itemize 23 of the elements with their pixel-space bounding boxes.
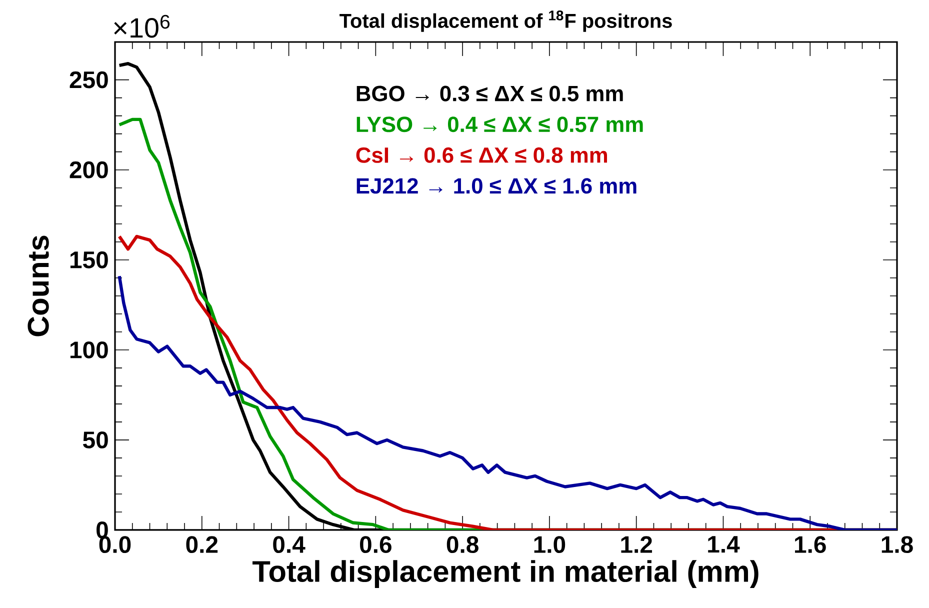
y-tick-label: 50 [83, 431, 108, 448]
x-tick-label: 1.2 [621, 536, 652, 553]
text: EJ212 → 1.0 ≤ ΔX ≤ 1.6 mm [356, 178, 636, 194]
text: ×10$^{6}$ [114, 14, 170, 38]
x-tick-label: 1.6 [795, 536, 826, 554]
text: CsI → 0.6 ≤ ΔX ≤ 0.8 mm [356, 147, 608, 163]
x-tick-label: 0.8 [446, 536, 478, 554]
text: LYSO → 0.4 ≤ ΔX ≤ 0.57 mm [356, 116, 643, 132]
x-tick-label: 1.0 [534, 536, 566, 554]
x-tick-label: 0.2 [186, 536, 218, 554]
x-tick-label: 1.4 [708, 536, 740, 553]
y-tick-label: 250 [70, 71, 108, 88]
y-tick-label: 150 [70, 251, 108, 268]
y-tick-label: 100 [70, 341, 108, 358]
y-axis-title: Counts [28, 236, 49, 336]
chart-title: Total displacement of $^{18}$F positrons [340, 10, 672, 32]
y-tick-label: 200 [70, 161, 108, 178]
x-tick-label: 0.6 [360, 536, 392, 554]
x-axis-title: Total displacement in material (mm) [252, 560, 758, 588]
x-tick-label: 0.0 [99, 536, 131, 554]
x-tick-label: 0.4 [273, 536, 306, 554]
x-tick-label: 1.8 [882, 536, 913, 554]
text: BGO → 0.3 ≤ ΔX ≤ 0.5 mm [356, 86, 623, 102]
